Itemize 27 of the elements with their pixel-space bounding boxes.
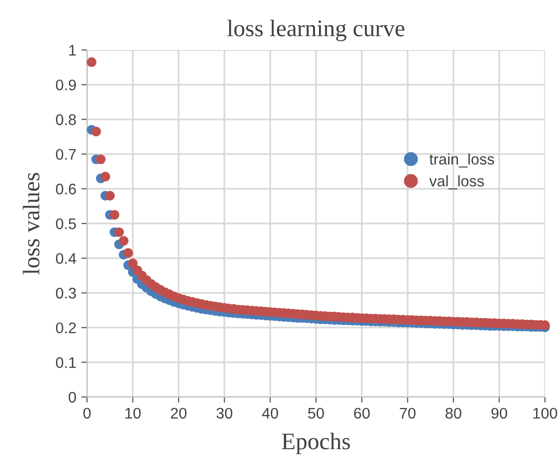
y-axis-title: loss values [22, 172, 40, 275]
x-tick-label: 90 [491, 408, 508, 419]
y-tick-label: 0.9 [56, 80, 76, 90]
y-tick-label: 1 [69, 45, 76, 56]
x-tick-label: 80 [446, 408, 462, 419]
x-tick-label: 100 [533, 408, 558, 419]
x-tick-label: 10 [125, 408, 141, 419]
x-tick-label: 70 [400, 408, 416, 419]
x-tick-label: 50 [308, 408, 324, 419]
y-tick-label: 0.7 [56, 148, 76, 160]
y-tick-label: 0.1 [56, 357, 76, 368]
y-tick-label: 0 [68, 392, 76, 403]
y-tick-label: 0.3 [56, 288, 76, 299]
x-axis-title: Epochs [282, 432, 350, 454]
x-tick-label: 20 [170, 408, 186, 419]
legend-label: train_loss [429, 153, 494, 168]
y-tick-label: 0.5 [56, 218, 76, 230]
y-tick-label: 0.4 [56, 253, 76, 264]
x-tick-label: 30 [216, 408, 232, 419]
y-tick-label: 0.8 [56, 114, 76, 126]
x-tick-label: 40 [262, 408, 278, 419]
chart-title: loss learning curve [227, 20, 404, 42]
y-tick-label: 0.6 [56, 184, 76, 194]
legend-label: val_loss [429, 175, 484, 190]
y-tick-label: 0.2 [56, 322, 76, 334]
x-tick-label: 0 [83, 408, 91, 419]
x-tick-label: 60 [354, 408, 370, 419]
